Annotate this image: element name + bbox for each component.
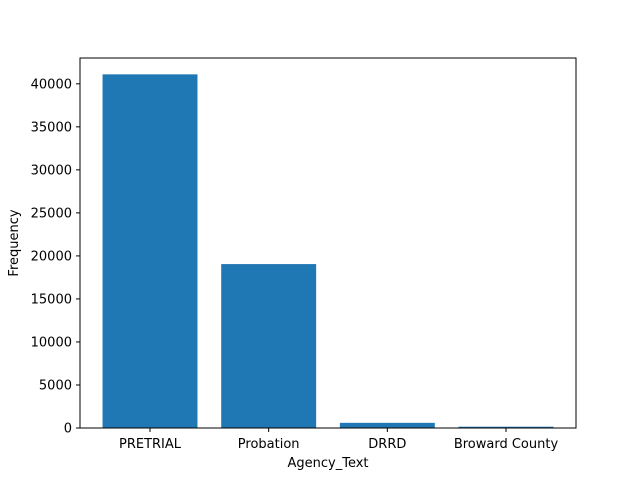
x-tick-label: DRRD [368, 437, 406, 452]
y-axis-label: Frequency [7, 209, 22, 276]
y-axis-ticks: 0 5000 10000 15000 20000 25000 30000 35000 40000 [31, 77, 80, 437]
bar-broward-county [458, 426, 554, 428]
bar-pretrial [102, 74, 198, 428]
bar-drrd [339, 422, 435, 428]
x-tick-label: Probation [238, 437, 300, 452]
x-tick-label: Broward County [454, 437, 559, 452]
y-tick-label: 25000 [31, 206, 72, 221]
y-tick-label: 40000 [31, 77, 72, 92]
y-tick-label: 20000 [31, 249, 72, 264]
y-tick-label: 0 [64, 422, 72, 437]
y-tick-label: 30000 [31, 163, 72, 178]
x-tick-label: PRETRIAL [119, 437, 182, 452]
y-tick-label: 15000 [31, 292, 72, 307]
y-tick-label: 5000 [39, 378, 72, 393]
y-tick-label: 10000 [31, 335, 72, 350]
x-axis-label: Agency_Text [287, 456, 368, 471]
x-axis-ticks: PRETRIAL Probation DRRD Broward County [119, 428, 558, 452]
bars-group [102, 74, 554, 428]
bar-probation [221, 264, 317, 428]
y-tick-label: 35000 [31, 120, 72, 135]
plot-frame [79, 57, 577, 429]
